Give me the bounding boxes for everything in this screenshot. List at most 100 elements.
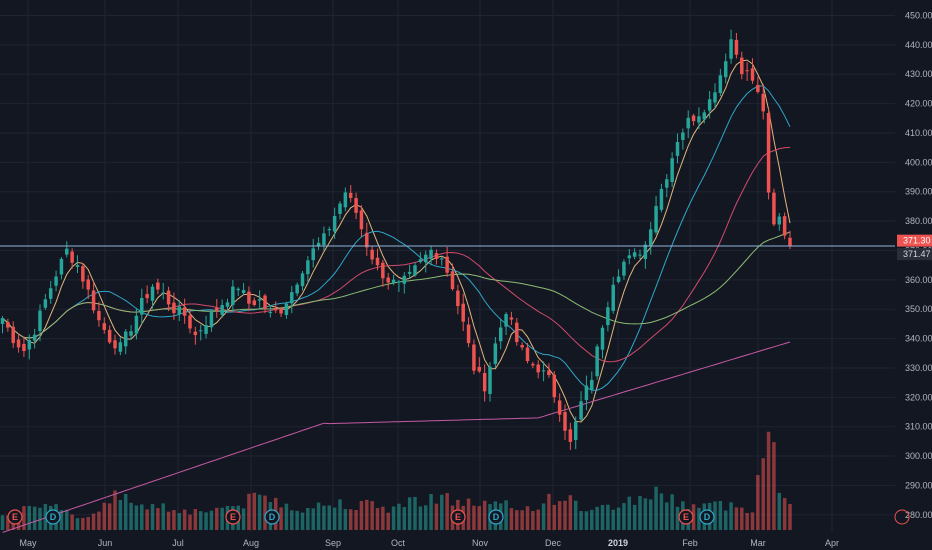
volume-bar — [504, 500, 508, 530]
candle-body — [745, 70, 749, 72]
volume-bar — [113, 490, 117, 530]
volume-bar — [386, 512, 390, 530]
candle-body — [113, 340, 117, 349]
candle-body — [638, 254, 642, 256]
y-tick-label: 410.00 — [905, 128, 932, 138]
volume-bar — [723, 510, 728, 530]
candle-body — [482, 373, 487, 392]
volume-bar — [541, 503, 546, 530]
volume-bar — [750, 512, 755, 530]
candle-body — [252, 300, 257, 305]
x-tick-label: May — [19, 538, 37, 548]
event-circle — [45, 509, 61, 525]
ma-line — [2, 341, 791, 533]
price-tag-label: 371.47 — [903, 249, 931, 259]
volume-bar — [407, 497, 412, 530]
x-tick-label: Feb — [682, 538, 698, 548]
candle-body — [407, 271, 412, 274]
volume-bar — [59, 510, 64, 530]
candle-body — [172, 302, 176, 314]
candle-body — [231, 286, 235, 305]
volume-bar — [670, 494, 674, 530]
x-tick-label: Apr — [825, 538, 839, 548]
x-tick-label: 2019 — [608, 538, 628, 548]
candle-body — [273, 308, 278, 311]
volume-bar — [745, 512, 749, 530]
candle-body — [182, 307, 187, 316]
candle-body — [134, 315, 139, 334]
volume-bar — [86, 516, 90, 530]
event-label: E — [230, 512, 236, 522]
candle-body — [573, 421, 578, 440]
volume-bar — [359, 501, 364, 530]
candle-body — [43, 299, 48, 308]
volume-bar — [198, 511, 203, 530]
ma-line — [2, 59, 791, 423]
y-tick-label: 340.00 — [905, 334, 932, 344]
volume-bar — [91, 513, 96, 530]
candle-body — [129, 331, 133, 336]
candle-body — [643, 244, 648, 260]
candle-body — [59, 258, 64, 275]
candle-body — [348, 192, 353, 199]
volume-bar — [209, 510, 214, 530]
candle-body — [236, 288, 240, 291]
volume-bar — [134, 505, 139, 530]
candle-body — [520, 344, 524, 348]
candle-body — [531, 363, 535, 366]
candle-body — [75, 265, 80, 267]
candle-body — [365, 232, 369, 248]
volume-bar — [365, 499, 369, 530]
y-tick-label: 430.00 — [905, 69, 932, 79]
volume-bar — [0, 515, 5, 530]
candle-body — [386, 277, 390, 283]
x-tick-label: Oct — [391, 538, 406, 548]
y-tick-label: 400.00 — [905, 157, 932, 167]
x-tick-label: Jul — [172, 538, 184, 548]
volume-bar — [445, 493, 449, 530]
volume-bar — [788, 503, 792, 530]
volume-bar — [354, 510, 358, 530]
candle-body — [611, 284, 615, 311]
candle-body — [188, 315, 192, 329]
volume-bar — [734, 507, 739, 530]
volume-bar — [252, 492, 257, 530]
volume-bar — [643, 498, 648, 530]
candle-body — [697, 116, 701, 123]
event-circle — [450, 509, 466, 525]
candle-body — [359, 210, 364, 230]
volume-bar — [622, 503, 626, 530]
y-tick-label: 450.00 — [905, 11, 932, 21]
volume-bar — [81, 517, 85, 530]
candle-body — [450, 271, 455, 290]
candle-body — [316, 242, 321, 247]
candle-body — [675, 142, 680, 156]
candle-body — [707, 99, 712, 111]
event-circle — [699, 509, 715, 525]
candle-body — [563, 412, 567, 431]
candle-body — [204, 325, 208, 334]
candle-body — [440, 258, 444, 260]
volume-bar — [616, 507, 621, 530]
candle-body — [215, 307, 219, 311]
candle-body — [681, 132, 685, 140]
candle-body — [118, 342, 123, 352]
volume-bar — [75, 518, 80, 530]
candle-body — [740, 57, 744, 75]
volume-bar — [38, 507, 42, 530]
candle-body — [48, 288, 53, 299]
volume-bar — [766, 431, 771, 530]
candle-body — [338, 203, 342, 214]
candle-body — [354, 198, 358, 213]
volume-bar — [343, 509, 348, 530]
volume-bar — [381, 506, 385, 530]
volume-bar — [772, 442, 776, 530]
volume-bar — [6, 515, 10, 530]
candle-body — [0, 318, 5, 325]
candle-body — [648, 229, 653, 246]
volume-bar — [600, 504, 605, 530]
volume-bar — [70, 514, 74, 530]
candle-body — [343, 192, 348, 208]
candle-body — [547, 370, 551, 376]
